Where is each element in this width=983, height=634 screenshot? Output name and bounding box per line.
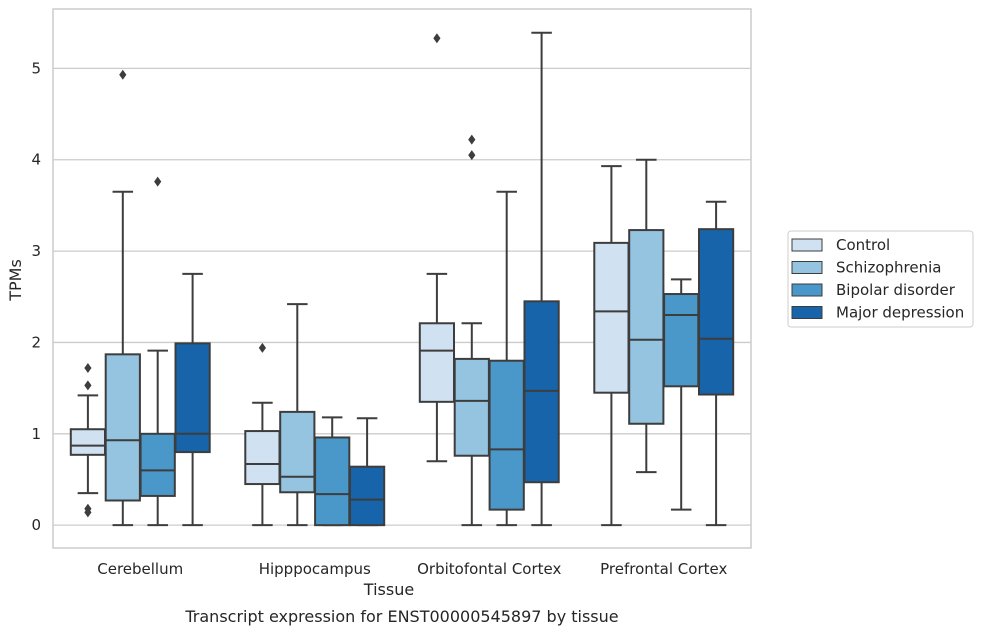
box-iqr [348,465,386,527]
box-iqr [104,353,141,502]
legend-swatch [791,238,823,252]
outlier-point [433,33,441,44]
legend-swatch [791,261,823,274]
legend-swatch [791,306,823,319]
legend-frame [787,230,974,328]
plot-area-frame [52,8,752,549]
box-iqr [418,322,456,403]
box-major-depression [174,272,211,527]
x-tick-label: Prefrontal Cortex [600,560,727,578]
x-tick-label: Cerebellum [97,560,183,578]
y-axis-ticks: 0 1 2 3 4 5 [31,59,41,534]
box-iqr [174,342,211,454]
box-iqr [279,410,316,494]
box-iqr [453,357,490,457]
box-schizophrenia [104,69,141,527]
x-axis-label: Tissue [363,580,414,599]
box-major-depression [348,417,386,527]
outlier-point [154,176,162,187]
y-tick-label: 2 [31,333,41,351]
box-bipolar-disorder [488,190,525,527]
outlier-point [84,380,92,391]
box-major-depression [523,31,560,527]
box-control [69,363,107,518]
box-bipolar-disorder [314,416,351,527]
y-tick-label: 1 [31,425,41,443]
box-iqr [69,428,107,456]
box-iqr [697,228,735,396]
outlier-point [119,69,127,80]
y-tick-label: 4 [31,151,41,169]
box-schizophrenia [279,303,316,527]
box-major-depression [697,200,735,527]
outlier-point [258,342,266,353]
outlier-point [84,507,92,518]
box-schizophrenia [628,158,665,474]
box-bipolar-disorder [663,278,700,511]
y-tick-label: 0 [31,516,41,534]
y-tick-label: 5 [31,59,41,77]
box-iqr [593,241,630,394]
box-iqr [139,432,176,497]
x-axis-ticks: Cerebellum Hipppocampus Orbitofontal Corte… [97,560,727,578]
box-iqr [628,229,665,425]
box-bipolar-disorder [139,176,176,527]
box-iqr [488,359,525,511]
y-axis-label: TPMs [6,259,25,302]
box-iqr [314,436,351,527]
box-iqr [663,293,700,388]
legend-label: Schizophrenia [836,259,941,277]
box-series [69,31,735,527]
y-tick-label: 3 [31,242,41,260]
box-schizophrenia [453,134,490,527]
legend-label: Bipolar disorder [836,281,956,299]
outlier-point [468,150,476,161]
legend: Control Schizophrenia Bipolar disorder Majo… [787,230,974,328]
legend-swatch [791,283,823,297]
legend-label: Control [836,236,890,254]
box-control [244,342,281,527]
x-tick-label: Orbitofontal Cortex [417,560,561,578]
outlier-point [84,363,92,374]
chart-caption: Transcript expression for ENST0000054589… [184,607,618,626]
box-iqr [244,430,281,486]
box-control [593,165,630,527]
outlier-point [468,134,476,145]
box-control [418,33,456,463]
legend-label: Major depression [836,304,964,322]
x-tick-label: Hipppocampus [259,560,371,578]
